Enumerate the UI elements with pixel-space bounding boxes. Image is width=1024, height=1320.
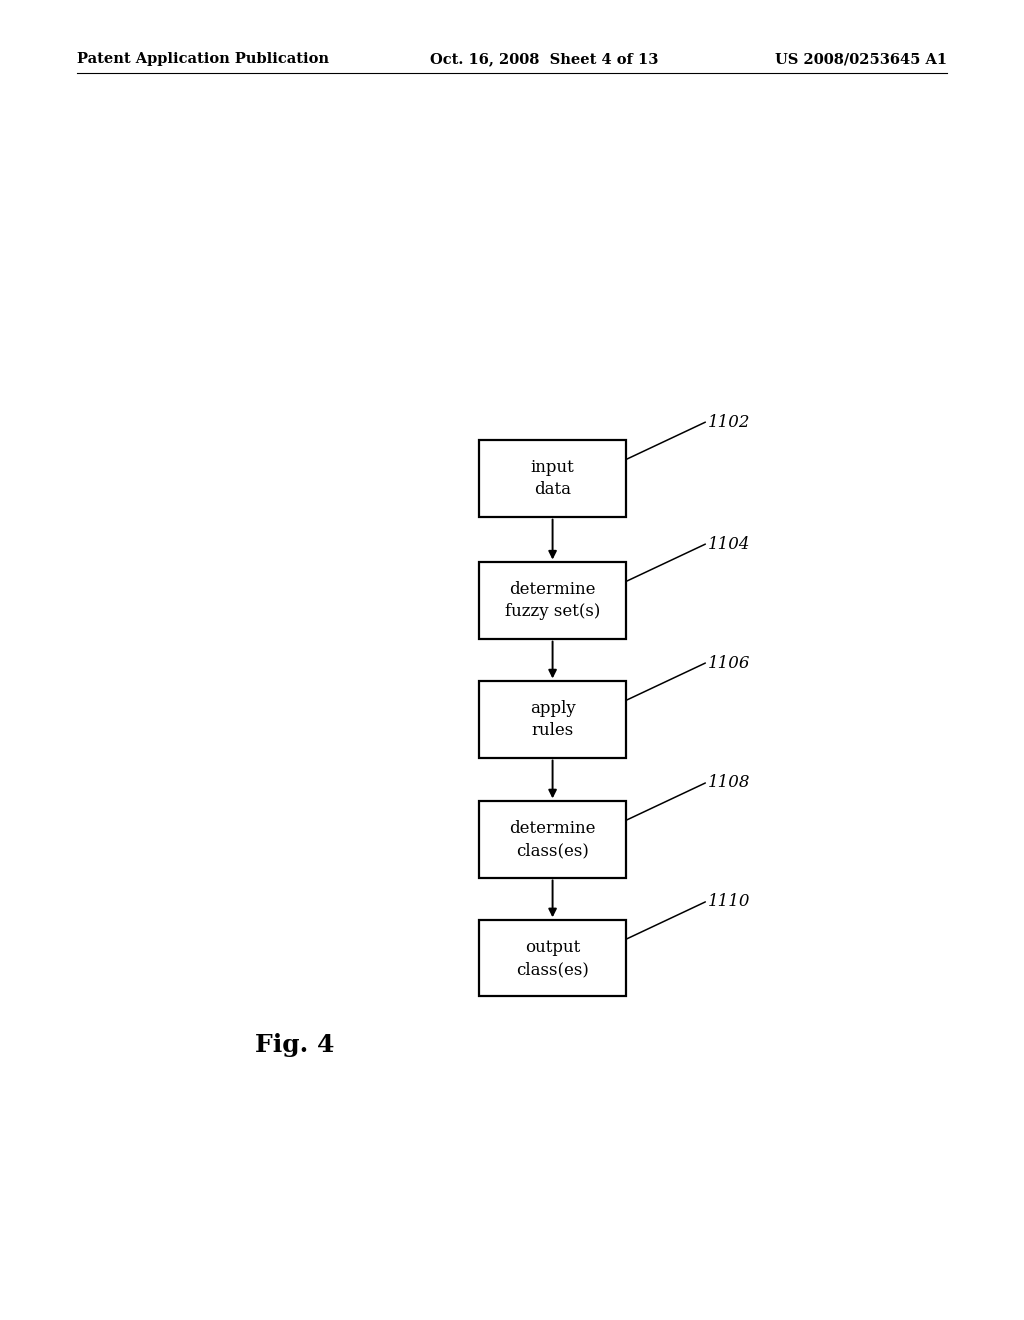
Bar (479, 920, 626, 997)
Bar (479, 441, 626, 516)
Text: Fig. 4: Fig. 4 (255, 1032, 335, 1057)
Bar (479, 801, 626, 878)
Text: determine
fuzzy set(s): determine fuzzy set(s) (505, 581, 600, 620)
Text: 1106: 1106 (708, 655, 751, 672)
Text: US 2008/0253645 A1: US 2008/0253645 A1 (775, 53, 947, 66)
Text: 1104: 1104 (708, 536, 751, 553)
Text: input
data: input data (530, 459, 574, 498)
Text: Oct. 16, 2008  Sheet 4 of 13: Oct. 16, 2008 Sheet 4 of 13 (430, 53, 658, 66)
Bar (479, 681, 626, 758)
Text: Patent Application Publication: Patent Application Publication (77, 53, 329, 66)
Text: 1110: 1110 (708, 894, 751, 911)
Text: 1108: 1108 (708, 775, 751, 792)
Text: apply
rules: apply rules (529, 700, 575, 739)
Text: determine
class(es): determine class(es) (509, 820, 596, 859)
Text: output
class(es): output class(es) (516, 939, 589, 978)
Bar (479, 562, 626, 639)
Text: 1102: 1102 (708, 413, 751, 430)
